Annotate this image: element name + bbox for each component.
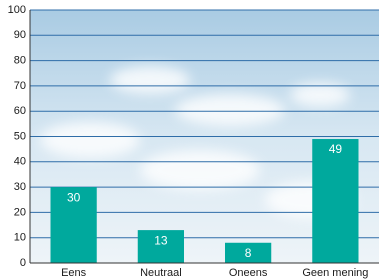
y-tick-label: 20 bbox=[14, 206, 26, 218]
y-tick-label: 80 bbox=[14, 55, 26, 67]
y-tick-label: 90 bbox=[14, 29, 26, 41]
y-tick-label: 10 bbox=[14, 232, 26, 244]
x-tick-label: Oneens bbox=[229, 267, 268, 279]
bar bbox=[312, 139, 358, 263]
x-tick-label: Neutraal bbox=[140, 267, 182, 279]
y-tick-label: 0 bbox=[20, 257, 26, 269]
y-tick-label: 50 bbox=[14, 130, 26, 142]
chart: 0 10 20 30 40 50 60 70 80 90 100 Eens 30 Neutraal 13 On… bbox=[0, 0, 379, 280]
value-label: 49 bbox=[329, 142, 343, 156]
x-tick-label: Eens bbox=[61, 267, 87, 279]
y-tick-label: 60 bbox=[14, 105, 26, 117]
x-tick-label: Geen mening bbox=[302, 267, 368, 279]
y-tick-label: 100 bbox=[8, 4, 26, 16]
value-label: 30 bbox=[67, 190, 81, 204]
y-tick-label: 40 bbox=[14, 156, 26, 168]
y-tick-label: 30 bbox=[14, 181, 26, 193]
value-label: 13 bbox=[154, 233, 168, 247]
value-label: 8 bbox=[245, 246, 252, 260]
y-tick-label: 70 bbox=[14, 80, 26, 92]
